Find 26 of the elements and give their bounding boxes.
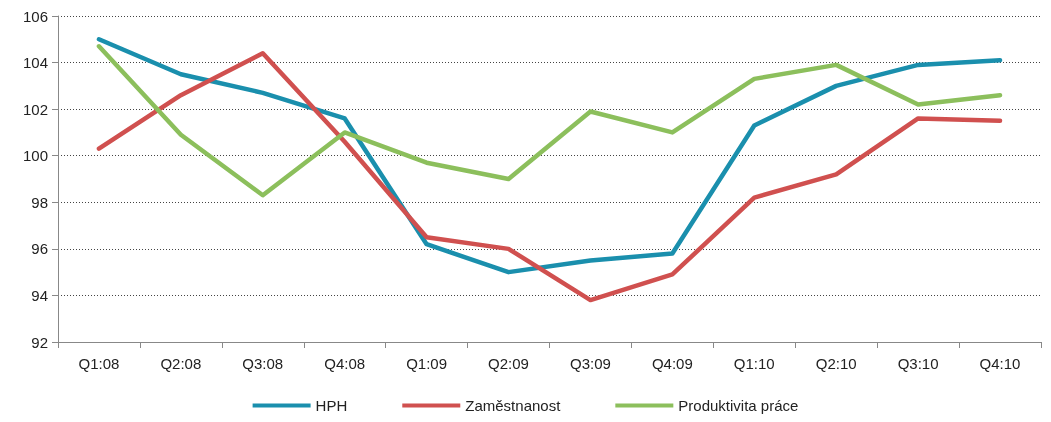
y-tick-label: 106 xyxy=(22,7,48,25)
y-tick-label: 104 xyxy=(22,54,48,72)
y-tick-label: 102 xyxy=(22,100,48,118)
x-tick-label: Q3:08 xyxy=(242,355,284,372)
x-tick-label: Q2:09 xyxy=(488,355,529,372)
y-tick-label: 94 xyxy=(31,286,48,304)
x-tick-label: Q3:09 xyxy=(570,355,611,372)
x-tick-label: Q4:09 xyxy=(651,355,693,372)
x-tick-label: Q1:08 xyxy=(78,355,120,372)
y-tick-label: 96 xyxy=(31,240,48,258)
legend-label: Zaměstnanost xyxy=(465,397,562,414)
y-tick-label: 92 xyxy=(31,333,48,351)
line-series xyxy=(96,44,1003,198)
x-tick-label: Q1:09 xyxy=(406,355,448,372)
x-tick-label: Q4:10 xyxy=(979,355,1021,372)
line-series xyxy=(96,51,1003,303)
y-tick-label: 100 xyxy=(22,147,48,165)
x-tick-label: Q4:08 xyxy=(324,355,366,372)
x-tick-label: Q3:10 xyxy=(897,355,939,372)
legend-label: Produktivita práce xyxy=(678,397,799,414)
y-tick-label: 98 xyxy=(31,193,48,211)
x-tick-label: Q1:10 xyxy=(733,355,775,372)
x-tick-label: Q2:10 xyxy=(815,355,857,372)
line-series xyxy=(96,37,1003,275)
x-tick-label: Q2:08 xyxy=(160,355,202,372)
legend-label: HPH xyxy=(315,397,348,414)
